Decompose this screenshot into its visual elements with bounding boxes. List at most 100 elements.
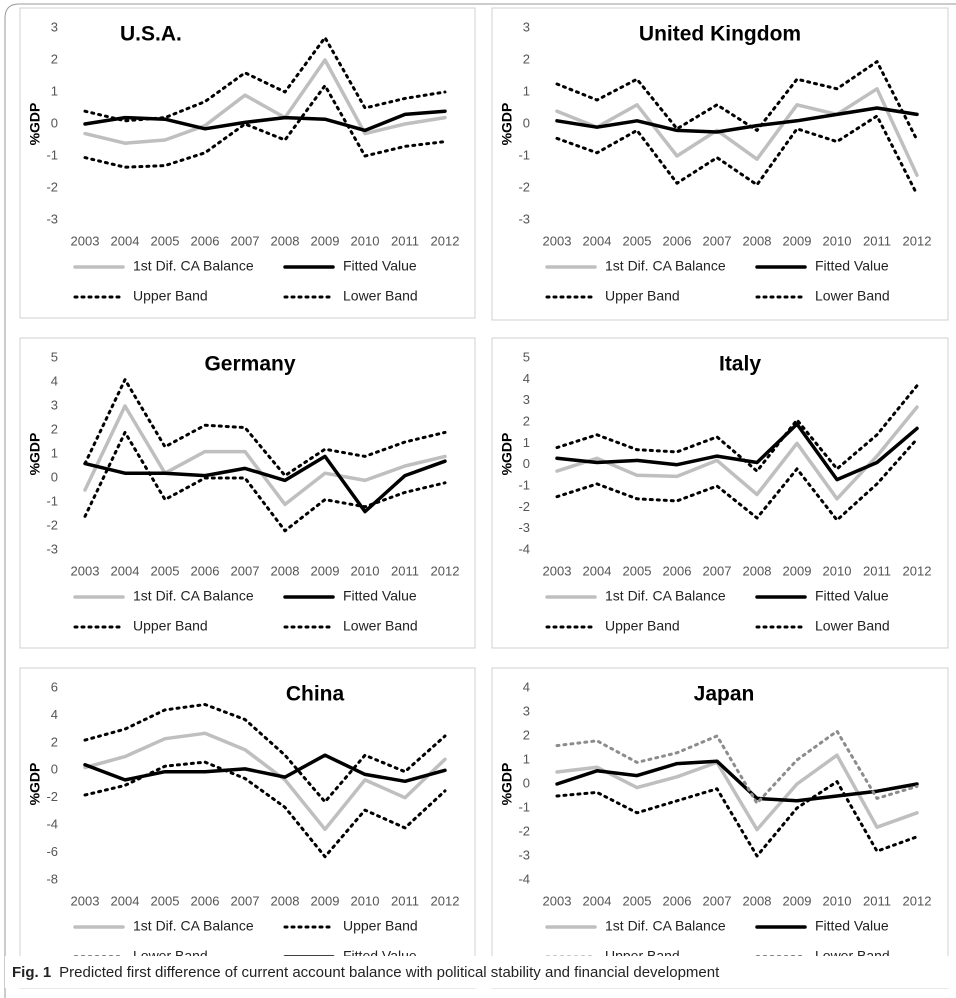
y-tick-label: 2 [51,51,58,66]
legend-label: Fitted Value [815,258,889,274]
y-tick-label: 5 [51,349,58,364]
x-tick-label: 2007 [231,233,260,248]
x-tick-label: 2012 [431,233,460,248]
x-tick-label: 2005 [623,893,652,908]
x-tick-label: 2005 [151,893,180,908]
legend-label: Lower Band [815,288,890,304]
legend-label: Lower Band [343,288,418,304]
y-tick-label: -6 [46,844,58,859]
x-tick-label: 2009 [311,563,340,578]
y-tick-label: 0 [523,775,530,790]
legend-label: Upper Band [605,618,680,634]
x-tick-label: 2012 [903,233,932,248]
legend-label: Lower Band [815,618,890,634]
chart-title: Germany [204,353,295,376]
series-line [83,109,447,133]
y-axis-label: %GDP [499,763,515,806]
y-tick-label: 3 [523,19,530,34]
x-tick-label: 2008 [271,233,300,248]
y-tick-label: 0 [51,115,58,130]
y-tick-label: 2 [523,51,530,66]
x-tick-label: 2006 [663,233,692,248]
legend-label: Upper Band [133,618,208,634]
x-tick-label: 2011 [391,233,419,248]
x-tick-label: 2007 [231,563,260,578]
series-line [555,114,919,196]
x-tick-label: 2007 [703,563,732,578]
y-tick-label: 6 [51,679,58,694]
x-tick-label: 2006 [191,893,220,908]
series-line [555,384,919,473]
y-tick-label: -3 [518,211,530,226]
y-tick-label: 2 [51,421,58,436]
x-tick-label: 2006 [663,563,692,578]
legend-label: 1st Dif. CA Balance [605,918,726,934]
y-tick-label: 2 [51,734,58,749]
y-tick-label: 0 [523,456,530,471]
x-tick-label: 2009 [311,233,340,248]
y-tick-label: -4 [518,541,530,556]
x-tick-label: 2004 [111,893,140,908]
y-tick-label: 3 [51,19,58,34]
series-line [83,454,447,514]
panel-border [491,337,949,649]
x-tick-label: 2004 [583,563,612,578]
y-tick-label: 4 [523,679,530,694]
legend-label: Fitted Value [815,918,889,934]
y-tick-label: 4 [523,371,530,386]
y-tick-label: -1 [518,799,530,814]
x-tick-label: 2009 [783,563,812,578]
x-tick-label: 2011 [863,233,891,248]
chart-title: U.S.A. [120,23,182,46]
y-tick-label: -1 [46,147,58,162]
chart-title: Japan [694,683,755,706]
y-tick-label: 0 [51,762,58,777]
series-line [83,703,447,804]
y-tick-label: 0 [523,115,530,130]
series-line [83,36,447,123]
y-axis-label: %GDP [27,433,43,476]
x-tick-label: 2003 [543,893,572,908]
legend-label: 1st Dif. CA Balance [133,588,254,604]
legend-label: 1st Dif. CA Balance [133,258,254,274]
x-tick-label: 2008 [743,563,772,578]
x-tick-label: 2007 [703,893,732,908]
caption-box [5,956,956,988]
x-tick-label: 2003 [543,233,572,248]
legend-label: 1st Dif. CA Balance [133,918,254,934]
x-tick-label: 2004 [111,563,140,578]
y-tick-label: -3 [46,541,58,556]
chart-title: United Kingdom [639,23,801,46]
x-tick-label: 2005 [151,233,180,248]
y-tick-label: 1 [523,435,530,450]
x-tick-label: 2006 [663,893,692,908]
x-tick-label: 2006 [191,233,220,248]
y-tick-label: -2 [518,179,530,194]
x-tick-label: 2006 [191,563,220,578]
x-tick-label: 2003 [71,233,100,248]
x-tick-label: 2010 [823,893,852,908]
series-line [83,430,447,533]
legend-label: Fitted Value [343,588,417,604]
figure-frame [4,3,956,998]
y-tick-label: -2 [518,499,530,514]
series-line [555,437,919,522]
y-axis-label: %GDP [499,433,515,476]
series-line [555,729,919,805]
caption-text: Predicted first difference of current ac… [59,964,720,981]
y-tick-label: -4 [518,871,530,886]
y-tick-label: 1 [51,83,58,98]
y-axis-label: %GDP [27,763,43,806]
x-tick-label: 2012 [903,893,932,908]
x-tick-label: 2012 [431,893,460,908]
series-line [555,405,919,501]
y-tick-label: -3 [518,847,530,862]
x-tick-label: 2009 [311,893,340,908]
y-axis-label: %GDP [27,103,43,146]
x-tick-label: 2008 [743,893,772,908]
y-tick-label: 3 [523,392,530,407]
y-tick-label: -3 [46,211,58,226]
x-tick-label: 2005 [151,563,180,578]
x-tick-label: 2007 [231,893,260,908]
